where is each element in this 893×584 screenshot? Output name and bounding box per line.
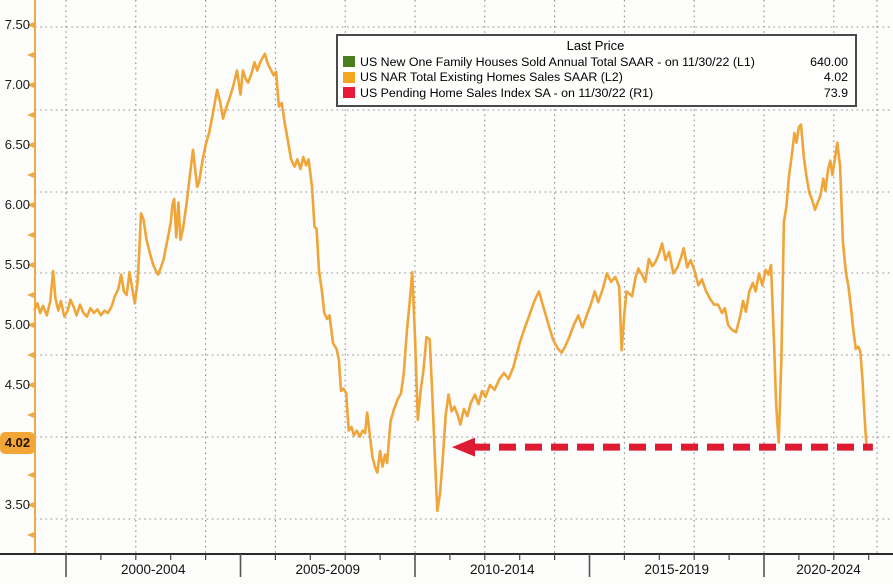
y-axis-tick — [27, 531, 35, 539]
y-axis-tick — [27, 501, 35, 509]
legend-row: US NAR Total Existing Homes Sales SAAR (… — [343, 70, 848, 86]
x-axis-group-label: 2020-2024 — [796, 562, 861, 577]
existing-home-sales-line — [33, 52, 868, 513]
last-price-badge: 4.02 — [0, 431, 35, 454]
legend-row: US New One Family Houses Sold Annual Tot… — [343, 54, 848, 70]
y-axis-tick-label: 6.00 — [4, 197, 30, 212]
y-axis-tick — [27, 471, 35, 479]
legend-swatch-orange — [343, 71, 355, 83]
legend-box: Last Price US New One Family Houses Sold… — [336, 34, 857, 107]
y-axis-tick — [27, 141, 35, 149]
legend-series-label: US NAR Total Existing Homes Sales SAAR (… — [360, 70, 623, 85]
y-axis-tick — [27, 111, 35, 119]
legend-series-value: 73.9 — [823, 85, 848, 100]
legend-row: US Pending Home Sales Index SA - on 11/3… — [343, 85, 848, 101]
legend-series-value: 4.02 — [823, 70, 848, 85]
legend-series-label: US Pending Home Sales Index SA - on 11/3… — [360, 85, 654, 100]
y-axis-tick — [27, 321, 35, 329]
y-axis-tick-label: 7.00 — [4, 77, 30, 92]
x-axis-group-label: 2000-2004 — [120, 562, 186, 577]
legend-title: Last Price — [566, 38, 625, 53]
y-axis-tick — [27, 411, 35, 419]
y-axis-tick-label: 4.50 — [4, 377, 30, 392]
y-axis-tick — [27, 261, 35, 269]
y-axis-tick-label: 5.50 — [4, 257, 30, 272]
y-axis-tick-label: 6.50 — [4, 137, 30, 152]
red-arrow-head-icon — [451, 437, 475, 457]
y-axis-tick — [27, 351, 35, 359]
y-axis-tick — [27, 231, 35, 239]
legend-series-label: US New One Family Houses Sold Annual Tot… — [360, 54, 755, 69]
legend-swatch-red — [343, 87, 355, 99]
y-axis-tick — [27, 291, 35, 299]
y-axis-tick — [27, 21, 35, 29]
x-axis-group-label: 2010-2014 — [469, 562, 535, 577]
legend-series-value: 640.00 — [810, 54, 848, 69]
y-axis-tick — [27, 51, 35, 59]
y-axis-tick-label: 5.00 — [4, 317, 30, 332]
x-axis-group-label: 2015-2019 — [644, 562, 710, 577]
y-axis-tick — [27, 81, 35, 89]
legend-swatch-green — [343, 56, 355, 68]
y-axis-tick — [27, 201, 35, 209]
y-axis-tick — [27, 171, 35, 179]
x-axis-group-label: 2005-2009 — [295, 562, 361, 577]
y-axis-tick — [27, 381, 35, 389]
y-axis-tick-label: 7.50 — [4, 17, 30, 32]
y-axis-tick-label: 3.50 — [4, 497, 30, 512]
